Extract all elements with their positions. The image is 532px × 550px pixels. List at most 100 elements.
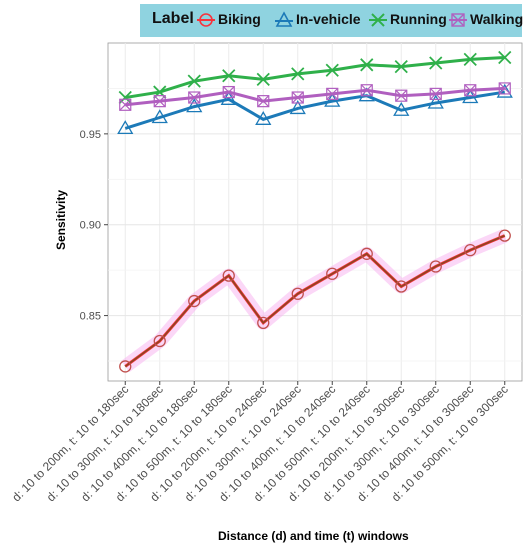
- data-point-biking: [464, 244, 477, 257]
- data-point-in-vehicle: [427, 94, 444, 109]
- data-point-running: [291, 67, 305, 81]
- box-point-marker: [360, 84, 373, 97]
- data-point-walking: [326, 87, 339, 100]
- data-point-in-vehicle: [496, 83, 513, 98]
- data-point-in-vehicle: [393, 101, 410, 116]
- x-point-marker-stroke-b: [187, 74, 201, 88]
- y-tick-layer: 0.85 0.90 0.95: [80, 129, 108, 323]
- box-point-marker: [291, 91, 304, 104]
- box-point-marker-diag-b: [429, 87, 442, 100]
- data-point-running: [187, 74, 201, 88]
- box-point-marker: [464, 84, 477, 97]
- box-point-marker-diag-b: [498, 82, 511, 95]
- triangle-point-marker: [117, 120, 134, 135]
- boxed-x-marker-icon: [449, 13, 467, 27]
- data-point-running: [429, 56, 443, 70]
- box-point-marker: [395, 89, 408, 102]
- data-point-biking: [222, 269, 235, 282]
- x-point-marker-stroke-b: [291, 67, 305, 81]
- data-point-running: [256, 72, 270, 86]
- x-point-marker-stroke-b: [325, 63, 339, 77]
- data-point-walking: [153, 95, 166, 108]
- circle-point-marker: [498, 229, 511, 242]
- box-point-marker-diag-b: [188, 91, 201, 104]
- data-point-biking: [395, 280, 408, 293]
- legend: Label Biking In-vehicle Running Walking: [140, 4, 524, 37]
- circle-point-marker: [119, 360, 132, 373]
- series-layer: [117, 50, 513, 373]
- box-point-marker: [188, 91, 201, 104]
- triangle-point-marker: [220, 91, 237, 105]
- box-point-marker-diag-b: [257, 95, 270, 108]
- box-point-marker-diag-b: [222, 86, 235, 98]
- data-point-running: [222, 69, 236, 83]
- data-point-in-vehicle: [220, 91, 237, 105]
- circle-point-marker: [222, 269, 235, 282]
- data-point-biking: [153, 334, 166, 348]
- data-point-running: [325, 63, 339, 77]
- data-point-biking: [188, 294, 201, 308]
- x-point-marker-stroke-b: [498, 50, 512, 65]
- data-point-running: [463, 52, 477, 66]
- circle-point-marker: [291, 287, 304, 300]
- box-point-marker: [257, 95, 270, 108]
- box-point-marker-diag-b: [326, 87, 339, 100]
- x-point-marker-stroke-b: [394, 59, 408, 74]
- data-point-biking: [257, 316, 270, 329]
- data-point-walking: [498, 82, 511, 95]
- box-point-marker: [326, 87, 339, 100]
- box-point-marker: [153, 95, 166, 108]
- triangle-point-marker: [496, 83, 513, 98]
- series-running: [118, 50, 512, 105]
- x-point-marker-stroke-b: [429, 56, 443, 70]
- box-point-marker: [119, 98, 132, 111]
- circle-point-marker: [464, 244, 477, 257]
- legend-label-running: Running: [390, 11, 447, 27]
- x-marker-icon: [369, 13, 387, 27]
- data-point-walking: [464, 84, 477, 97]
- box-point-marker-diag-b: [119, 98, 132, 111]
- data-point-walking: [360, 84, 373, 97]
- triangle-point-marker: [151, 109, 168, 124]
- circle-marker-icon: [197, 13, 215, 27]
- circle-point-marker: [326, 267, 339, 280]
- x-axis-title: Distance (d) and time (t) windows: [218, 529, 409, 543]
- x-point-marker-stroke-b: [463, 52, 477, 66]
- triangle-point-marker: [324, 92, 341, 107]
- data-point-in-vehicle: [255, 111, 272, 125]
- circle-point-marker: [257, 316, 270, 329]
- data-point-walking: [188, 91, 201, 104]
- data-point-in-vehicle: [462, 89, 479, 104]
- series-in-vehicle: [117, 83, 513, 135]
- series-line-inner-biking: [124, 234, 506, 368]
- legend-title: Label: [152, 10, 194, 27]
- circle-point-marker: [360, 247, 373, 260]
- data-point-biking: [429, 260, 442, 273]
- data-point-in-vehicle: [186, 98, 203, 113]
- data-point-in-vehicle: [289, 100, 306, 115]
- circle-point-marker: [395, 280, 408, 293]
- y-tick-label: 0.90: [80, 220, 101, 232]
- box-point-marker: [498, 82, 511, 95]
- legend-label-biking: Biking: [218, 11, 261, 27]
- legend-label-walking: Walking: [470, 11, 524, 27]
- data-point-in-vehicle: [151, 109, 168, 124]
- data-point-walking: [222, 85, 235, 99]
- data-point-running: [394, 59, 408, 74]
- data-point-in-vehicle: [324, 92, 341, 107]
- data-point-walking: [119, 98, 132, 111]
- box-point-marker: [222, 85, 235, 99]
- data-point-running: [498, 50, 512, 65]
- data-point-biking: [498, 229, 511, 242]
- series-biking: [119, 229, 511, 373]
- box-point-marker-diag-b: [153, 95, 166, 108]
- data-point-walking: [291, 91, 304, 104]
- x-point-marker-stroke-b: [256, 72, 270, 86]
- circle-point-marker: [188, 294, 201, 308]
- box-point-marker-diag-b: [360, 84, 373, 97]
- data-point-walking: [395, 89, 408, 102]
- triangle-point-marker: [393, 101, 410, 116]
- triangle-point-marker: [462, 89, 479, 104]
- series-walking: [119, 82, 511, 111]
